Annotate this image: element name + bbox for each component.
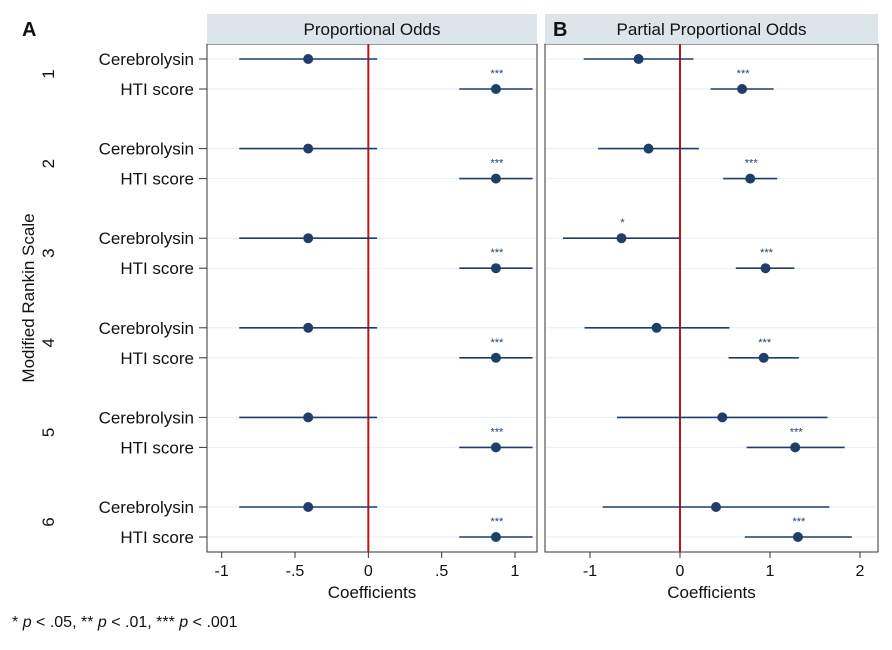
panel-b-point-hti-score-mrs-1 <box>737 84 748 94</box>
significance-footnote: * p < .05, ** p < .01, *** p < .001 <box>12 614 238 632</box>
row-label-cerebrolysin: Cerebrolysin <box>99 498 194 517</box>
row-label-hti-score: HTI score <box>120 80 194 99</box>
group-label-2: 2 <box>39 159 58 168</box>
panel-b-sig-hti-score-mrs-1: *** <box>737 68 751 80</box>
panel-b-sig-cerebrolysin-mrs-3: * <box>620 217 625 229</box>
panel-a-point-hti-score-mrs-3 <box>490 263 501 274</box>
panel-b-point-hti-score-mrs-4 <box>758 352 769 363</box>
panel-a-x-tick-label: .5 <box>435 563 448 580</box>
panel-b-x-tick-label: -1 <box>583 563 597 580</box>
y-axis-title: Modified Rankin Scale <box>19 213 38 382</box>
footnote-level-3: *** p < .001 <box>156 614 238 631</box>
row-label-hti-score: HTI score <box>120 349 194 368</box>
row-label-cerebrolysin: Cerebrolysin <box>99 140 194 159</box>
panel-b-point-cerebrolysin-mrs-2 <box>643 143 654 154</box>
row-label-hti-score: HTI score <box>120 259 194 278</box>
panel-b-x-tick-label: 0 <box>676 563 685 580</box>
group-label-5: 5 <box>39 428 58 437</box>
panel-b-x-tick-label: 2 <box>856 563 865 580</box>
panel-a-sig-hti-score-mrs-2: *** <box>491 158 505 170</box>
group-label-4: 4 <box>39 338 58 347</box>
panel-b-point-cerebrolysin-mrs-1 <box>633 54 644 64</box>
panel-a-point-cerebrolysin-mrs-3 <box>303 233 314 244</box>
panel-a-title: Proportional Odds <box>303 20 440 39</box>
panel-a-x-tick-label: 1 <box>511 563 520 580</box>
panel-a-sig-hti-score-mrs-6: *** <box>491 516 505 528</box>
panel-a-title-bar <box>207 14 537 44</box>
panel-a-sig-hti-score-mrs-3: *** <box>491 247 505 259</box>
panel-b-point-cerebrolysin-mrs-5 <box>717 412 728 423</box>
panel-b-point-hti-score-mrs-3 <box>760 263 771 274</box>
footnote-level-1: * p < .05, <box>12 614 81 631</box>
panel-b-point-hti-score-mrs-6 <box>792 532 803 542</box>
panel-a-sig-hti-score-mrs-5: *** <box>491 426 505 438</box>
panel-b-point-hti-score-mrs-5 <box>790 442 801 453</box>
panel-a-point-hti-score-mrs-4 <box>490 352 501 363</box>
panel-b-title-bar <box>545 14 878 44</box>
panel-b-point-cerebrolysin-mrs-3 <box>616 233 627 244</box>
panel-a-x-tick-label: 0 <box>364 563 373 580</box>
panel-a-point-hti-score-mrs-1 <box>490 84 501 94</box>
row-label-cerebrolysin: Cerebrolysin <box>99 319 194 338</box>
panel-b-x-axis-title: Coefficients <box>667 583 756 602</box>
panel-b-plot-area <box>544 43 879 553</box>
group-label-1: 1 <box>39 69 58 78</box>
panel-b-point-cerebrolysin-mrs-4 <box>651 322 662 333</box>
panel-b-title: Partial Proportional Odds <box>617 20 807 39</box>
panel-b-sig-hti-score-mrs-2: *** <box>745 158 759 170</box>
panel-a-point-cerebrolysin-mrs-5 <box>303 412 314 423</box>
panel-a-sig-hti-score-mrs-4: *** <box>491 337 505 349</box>
panel-b-point-cerebrolysin-mrs-6 <box>711 502 721 512</box>
panel-b-sig-hti-score-mrs-3: *** <box>760 247 774 259</box>
group-label-3: 3 <box>39 248 58 257</box>
panel-a-point-cerebrolysin-mrs-6 <box>303 502 314 512</box>
panel-b-sig-hti-score-mrs-4: *** <box>758 337 772 349</box>
row-label-cerebrolysin: Cerebrolysin <box>99 408 194 427</box>
footnote-level-2: ** p < .01, <box>80 614 157 631</box>
row-label-cerebrolysin: Cerebrolysin <box>99 50 194 69</box>
panel-a-point-cerebrolysin-mrs-2 <box>303 143 314 154</box>
group-label-6: 6 <box>39 517 58 526</box>
panel-a-point-hti-score-mrs-6 <box>490 532 501 542</box>
panel-a-sig-hti-score-mrs-1: *** <box>491 68 505 80</box>
row-label-cerebrolysin: Cerebrolysin <box>99 229 194 248</box>
row-label-hti-score: HTI score <box>120 170 194 189</box>
panel-a-x-axis-title: Coefficients <box>328 583 417 602</box>
panel-a-plot-area <box>206 43 538 553</box>
panel-b-sig-hti-score-mrs-6: *** <box>792 516 806 528</box>
row-label-hti-score: HTI score <box>120 528 194 547</box>
panel-b-x-tick-label: 1 <box>766 563 775 580</box>
panel-a-point-cerebrolysin-mrs-4 <box>303 322 314 333</box>
panel-b-sig-hti-score-mrs-5: *** <box>790 426 804 438</box>
panel-b-letter: B <box>553 19 567 41</box>
row-label-hti-score: HTI score <box>120 438 194 457</box>
panel-a-letter: A <box>22 19 36 41</box>
panel-a-point-cerebrolysin-mrs-1 <box>303 54 314 64</box>
panel-a-x-tick-label: -.5 <box>286 563 305 580</box>
panel-a-x-tick-label: -1 <box>215 563 229 580</box>
panel-a-point-hti-score-mrs-2 <box>490 173 501 184</box>
panel-b-point-hti-score-mrs-2 <box>745 173 756 184</box>
panel-a-point-hti-score-mrs-5 <box>490 442 501 453</box>
